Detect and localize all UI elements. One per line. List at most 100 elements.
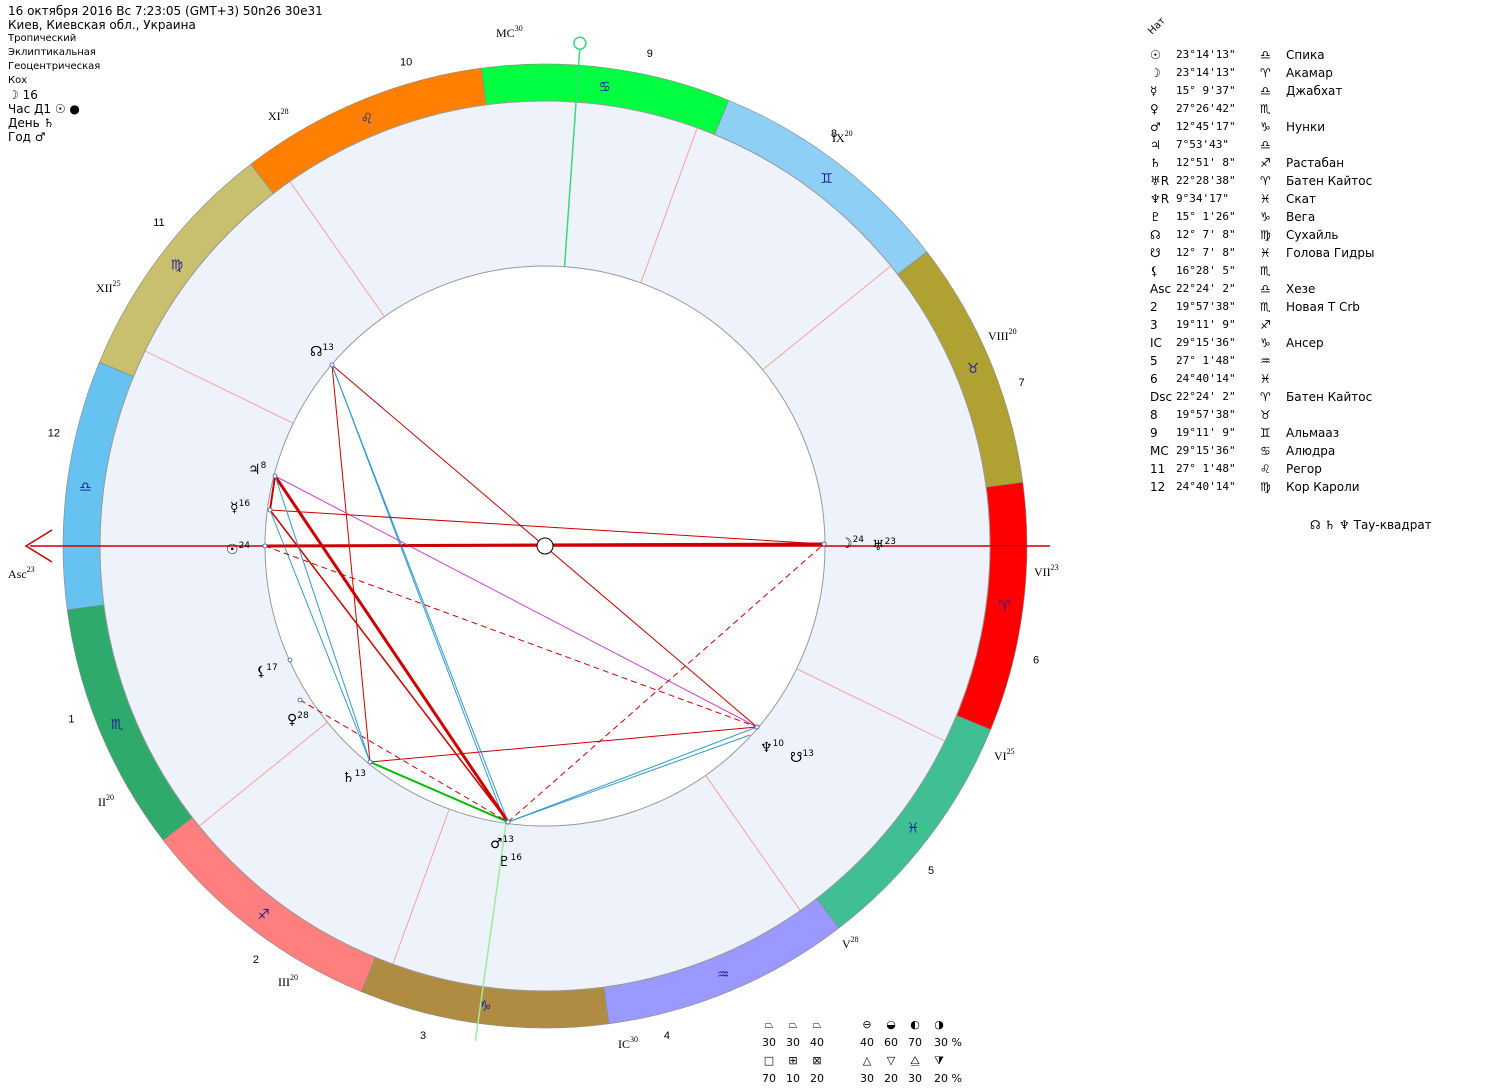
planet-symbol: IC — [1150, 336, 1162, 350]
center-type: Геоцентрическая — [8, 61, 101, 72]
planet-point — [754, 724, 760, 730]
planet-symbol: ♀ — [1150, 102, 1159, 116]
planet-symbol: ☊ — [1150, 228, 1161, 242]
planet-sign: ♓ — [1260, 246, 1271, 260]
stat-r2b-d: 20 % — [934, 1072, 962, 1085]
house-cusp-line — [705, 775, 801, 911]
planet-point — [367, 759, 373, 765]
aspect-line — [507, 726, 758, 823]
house-cusp-lines — [144, 127, 946, 965]
planet-sign: ♉ — [1260, 408, 1271, 422]
stat-icon-14: ⧩ — [934, 1054, 944, 1067]
element-statistics: ⏢ ⏢ ⏢ 30 30 40 □ ⊞ ⊠ 70 10 20 ⊖ ◒ ◐ ◑ 40… — [760, 1018, 980, 1088]
stat-icon-1: ⏢ — [764, 1018, 774, 1031]
stat-icon-5: ⊞ — [788, 1054, 798, 1067]
planet-position: 12° 7' 8" — [1176, 246, 1236, 259]
chart-date-line: 16 октября 2016 Вс 7:23:05 (GMT+3) 50n26… — [8, 4, 323, 18]
zodiac-ring: ♋ ♊ ♉ ♈ ♓ ♒ ♑ ♐ ♏ ♎ ♍ ♌ — [62, 63, 1028, 1029]
stat-icon-2: ⏢ — [788, 1018, 798, 1031]
zodiac-sign-glyph: ♑ — [479, 999, 492, 1015]
zodiac-sign-glyph: ♏ — [111, 717, 124, 733]
stat-r1-c: 40 — [810, 1036, 824, 1049]
house-number: 6 — [1033, 654, 1039, 666]
aspect-line — [299, 699, 509, 823]
house-number: 12 — [48, 428, 60, 440]
planet-symbol: ☿ — [1150, 84, 1158, 98]
aspect-line — [507, 543, 825, 823]
fixed-star: Скат — [1286, 192, 1316, 206]
asc-arrow-icon — [24, 529, 53, 563]
planet-sign: ♈ — [1260, 174, 1271, 188]
planet-position: 29°15'36" — [1176, 444, 1236, 457]
planet-point — [267, 507, 273, 513]
fixed-star: Вега — [1286, 210, 1316, 224]
planet-sign: ♈ — [1260, 390, 1271, 404]
aspect-line — [331, 364, 506, 823]
planet-symbol: ♇ — [1150, 210, 1161, 224]
house-number: 1 — [68, 713, 74, 725]
planet-position: 27°26'42" — [1176, 102, 1236, 115]
stat-r1b-b: 60 — [884, 1036, 898, 1049]
house-number: 9 — [647, 48, 653, 60]
planet-sign: ♌ — [1260, 462, 1271, 476]
planet-point — [329, 362, 335, 368]
stat-r2b-a: 30 — [860, 1072, 874, 1085]
stat-r2-a: 70 — [762, 1072, 776, 1085]
stat-icon-11: △ — [862, 1054, 872, 1067]
cusp-label: VII23 — [1034, 563, 1059, 579]
planet-point — [287, 657, 293, 663]
chart-axes — [24, 36, 1050, 1042]
zodiac-sign-glyph: ♐ — [257, 907, 270, 923]
house-cusp-line — [289, 181, 385, 317]
fixed-star: Батен Кайтос — [1286, 174, 1373, 188]
planet-sign: ♎ — [1260, 282, 1271, 296]
zodiac-sign-glyph: ♈ — [998, 599, 1011, 615]
stat-icon-8: ◒ — [886, 1018, 896, 1031]
planet-point — [262, 543, 268, 549]
planet-position: 27° 1'48" — [1176, 462, 1236, 475]
planet-symbol: 9 — [1150, 426, 1158, 440]
house-number: 4 — [664, 1030, 670, 1042]
planet-symbol: 2 — [1150, 300, 1158, 314]
house-cusp-line — [198, 721, 328, 827]
zodiac-sign-glyph: ♊ — [820, 171, 833, 187]
moon-day: ☽ 16 — [8, 88, 38, 102]
fixed-star: Хезе — [1286, 282, 1316, 296]
planet-position: 24°40'14" — [1176, 372, 1236, 385]
planet-symbol: ☉ — [1150, 48, 1161, 62]
house-number: 5 — [928, 865, 934, 877]
planetary-year: Год ♂ — [8, 130, 46, 144]
planet-position: 19°57'38" — [1176, 300, 1236, 313]
aspect-line — [274, 475, 758, 728]
aspect-line — [269, 509, 371, 763]
aspect-line — [269, 509, 825, 545]
planet-symbol: 12 — [1150, 480, 1166, 494]
cusp-label: IX20 — [832, 129, 853, 145]
cusp-label: MC30 — [496, 24, 523, 40]
zodiac-sign-glyph: ♌ — [361, 111, 374, 127]
planet-position: 15° 9'37" — [1176, 84, 1236, 97]
mc-circle-icon — [573, 36, 587, 50]
planet-symbol: ♂ — [1150, 120, 1161, 134]
house-number: 11 — [153, 217, 164, 229]
stat-r1-b: 30 — [786, 1036, 800, 1049]
cusp-label: VI25 — [994, 747, 1015, 763]
house-cusp-line — [796, 668, 946, 742]
house-cusp-line — [640, 127, 698, 284]
planet-symbol: 6 — [1150, 372, 1158, 386]
planet-position: 29°15'36" — [1176, 336, 1236, 349]
chart-center-circle — [536, 537, 554, 555]
planet-position: 23°14'13" — [1176, 66, 1236, 79]
stat-icon-10: ◑ — [934, 1018, 944, 1031]
fixed-star: Новая Т Crb — [1286, 300, 1360, 314]
stat-r1b-a: 40 — [860, 1036, 874, 1049]
stat-r1b-d: 30 % — [934, 1036, 962, 1049]
stat-r2-c: 20 — [810, 1072, 824, 1085]
planet-sign: ♎ — [1260, 48, 1271, 62]
planet-symbol: Dsc — [1150, 390, 1173, 404]
stat-icon-13: ⧋ — [910, 1054, 920, 1067]
stat-icon-7: ⊖ — [862, 1018, 872, 1031]
planet-position: 24°40'14" — [1176, 480, 1236, 493]
stat-icon-3: ⏢ — [812, 1018, 822, 1031]
zodiac-type: Тропический — [8, 33, 77, 44]
